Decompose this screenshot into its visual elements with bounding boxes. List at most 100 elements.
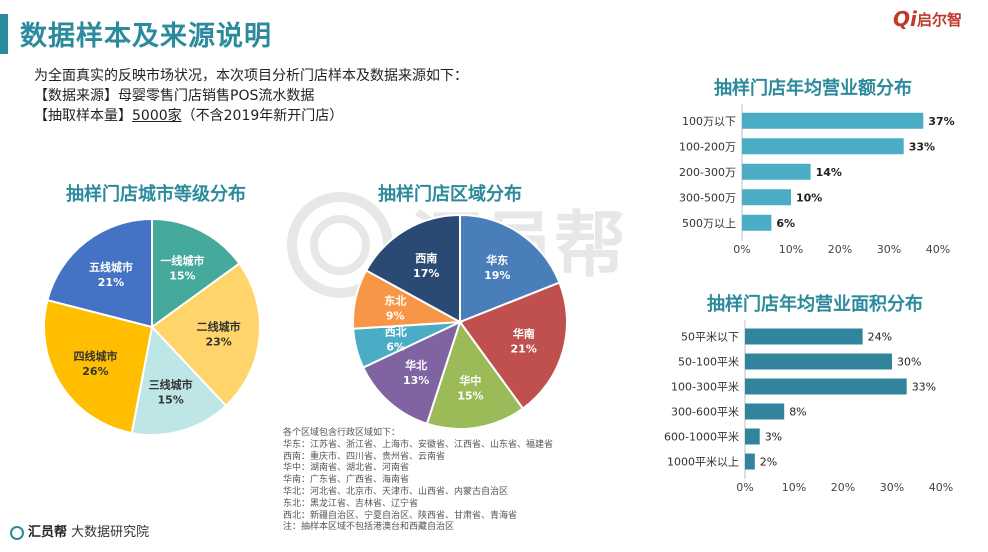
area-value-label: 2% [760, 456, 777, 469]
city-tier-slice [130, 324, 228, 436]
region-note-line: 注：抽样本区域不包括港澳台和西藏自治区 [283, 522, 455, 533]
area-category-label: 100-300平米 [671, 381, 739, 394]
city-tier-slice [150, 262, 261, 408]
title-accent-bar [0, 14, 8, 54]
city-tier-slice-label: 一线城市 [160, 253, 204, 267]
revenue-tick-label: 0% [733, 243, 750, 256]
area-value-label: 24% [868, 331, 892, 344]
city-tier-slice-label: 五线城市 [89, 260, 133, 274]
sample-size-line: 【抽取样本量】5000家（不含2019年新开门店） [34, 106, 468, 126]
city-tier-slice-value: 23% [205, 335, 231, 348]
area-tick-label: 30% [880, 481, 904, 494]
area-bar [745, 353, 892, 370]
data-source-line: 【数据来源】母婴零售门店销售POS流水数据 [34, 86, 468, 106]
region-slice [459, 213, 561, 324]
data-source-label: 【数据来源】 [34, 88, 118, 104]
footer-logo-icon [10, 525, 24, 540]
region-notes-title: 各个区域包含行政区域如下： [283, 428, 401, 438]
revenue-bar [742, 112, 924, 129]
area-bar [745, 453, 755, 470]
area-bar-chart: 50平米以下 24% 50-100平米 30% 100-300平米 33% 300-600平… [664, 320, 953, 494]
intro-line: 为全面真实的反映市场状况，本次项目分析门店样本及数据来源如下： [34, 68, 468, 84]
region-pie-chart: 华东 19% 华南 21% 华中 15% 华北 13% 西北 6% 东北 9% 西南 17% [352, 213, 568, 430]
region-slice-value: 6% [386, 340, 405, 353]
area-bar [745, 328, 863, 345]
sample-size-value: 5000家 [132, 108, 182, 124]
area-tick-label: 20% [831, 481, 855, 494]
area-tick-label: 0% [736, 481, 753, 494]
region-note-line: 华南：广东省、广西省、海南省 [283, 475, 410, 486]
city-tier-slice [43, 298, 154, 435]
footer-brand: 汇员帮 大数据研究院 [10, 521, 149, 540]
region-slice-label: 华东 [486, 253, 508, 267]
revenue-category-label: 200-300万 [679, 166, 736, 179]
area-category-label: 300-600平米 [671, 406, 739, 419]
area-value-label: 30% [897, 356, 921, 369]
region-slice-value: 19% [484, 269, 510, 282]
revenue-chart-title: 抽样门店年均营业额分布 [714, 78, 912, 99]
area-category-label: 600-1000平米 [664, 431, 739, 444]
sample-size-note: （不含2019年新开门店） [181, 108, 344, 124]
region-note-line: 华东：江苏省、浙江省、上海市、安徽省、江西省、山东省、福建省 [283, 439, 554, 450]
revenue-value-label: 10% [796, 191, 822, 204]
revenue-value-label: 33% [909, 140, 935, 153]
intro-block: 为全面真实的反映市场状况，本次项目分析门店样本及数据来源如下： 【数据来源】母婴… [34, 66, 468, 126]
watermark-ring-inner [310, 215, 370, 275]
revenue-value-label: 37% [928, 115, 954, 128]
region-note-line: 西南：重庆市、四川省、贵州省、云南省 [283, 451, 446, 462]
page-title: 数据样本及来源说明 [20, 21, 272, 52]
region-slice-label: 西北 [385, 324, 407, 338]
revenue-category-label: 300-500万 [679, 191, 736, 204]
region-slice-value: 13% [403, 374, 429, 387]
revenue-bar [742, 214, 772, 231]
area-tick-label: 10% [782, 481, 806, 494]
area-category-label: 50-100平米 [678, 356, 739, 369]
sample-size-label: 【抽取样本量】 [34, 108, 132, 124]
revenue-tick-label: 40% [926, 243, 950, 256]
region-notes: 各个区域包含行政区域如下： 华东：江苏省、浙江省、上海市、安徽省、江西省、山东省… [283, 428, 553, 534]
city-tier-chart-title: 抽样门店城市等级分布 [66, 184, 246, 205]
revenue-bar [742, 163, 811, 180]
region-slice-label: 华中 [459, 374, 481, 388]
revenue-bar-chart: 100万以下 37% 100-200万 33% 200-300万 14% 300-500万 1… [679, 104, 955, 256]
revenue-value-label: 14% [816, 166, 842, 179]
city-tier-slice-value: 15% [158, 393, 184, 406]
brand-logo: Qi 启尔智 [893, 7, 962, 30]
city-tier-slice-label: 三线城市 [149, 377, 193, 391]
region-slice-label: 西南 [415, 251, 437, 265]
revenue-value-label: 6% [776, 217, 795, 230]
city-tier-slice-label: 二线城市 [197, 319, 241, 333]
area-value-label: 8% [789, 406, 806, 419]
region-slice-value: 21% [511, 343, 537, 356]
revenue-category-label: 100-200万 [679, 140, 736, 153]
region-slice-value: 17% [413, 267, 439, 280]
data-source-value: 母婴零售门店销售POS流水数据 [118, 88, 315, 104]
region-note-line: 华中：湖南省、湖北省、河南省 [283, 463, 410, 474]
city-tier-slice-value: 21% [98, 276, 124, 289]
region-chart-title: 抽样门店区域分布 [378, 184, 522, 205]
region-slice [458, 281, 568, 410]
area-chart-title: 抽样门店年均营业面积分布 [707, 294, 923, 315]
revenue-tick-label: 20% [828, 243, 852, 256]
city-tier-slice-value: 26% [82, 365, 108, 378]
region-slice [364, 213, 461, 324]
city-tier-slice [151, 217, 241, 329]
region-slice [361, 320, 462, 426]
area-tick-label: 40% [929, 481, 953, 494]
revenue-tick-label: 10% [779, 243, 803, 256]
footer-brand-name: 汇员帮 [28, 525, 68, 540]
brand-logo-text: 启尔智 [917, 11, 962, 29]
revenue-tick-label: 30% [877, 243, 901, 256]
region-slice-value: 15% [457, 390, 483, 403]
area-category-label: 50平米以下 [681, 331, 739, 344]
revenue-bar [742, 138, 904, 155]
city-tier-slice-value: 15% [169, 269, 195, 282]
revenue-bar [742, 189, 791, 206]
region-note-line: 东北：黑龙江省、吉林省、辽宁省 [283, 498, 419, 509]
region-slice-label: 东北 [384, 294, 406, 308]
region-slice-label: 华南 [513, 327, 535, 341]
region-slice [425, 319, 525, 430]
area-bar [745, 403, 785, 420]
revenue-category-label: 100万以下 [682, 115, 736, 128]
city-tier-pie-chart: 一线城市 15% 二线城市 23% 三线城市 15% 四线城市 26% 五线城市 21% [43, 217, 261, 436]
